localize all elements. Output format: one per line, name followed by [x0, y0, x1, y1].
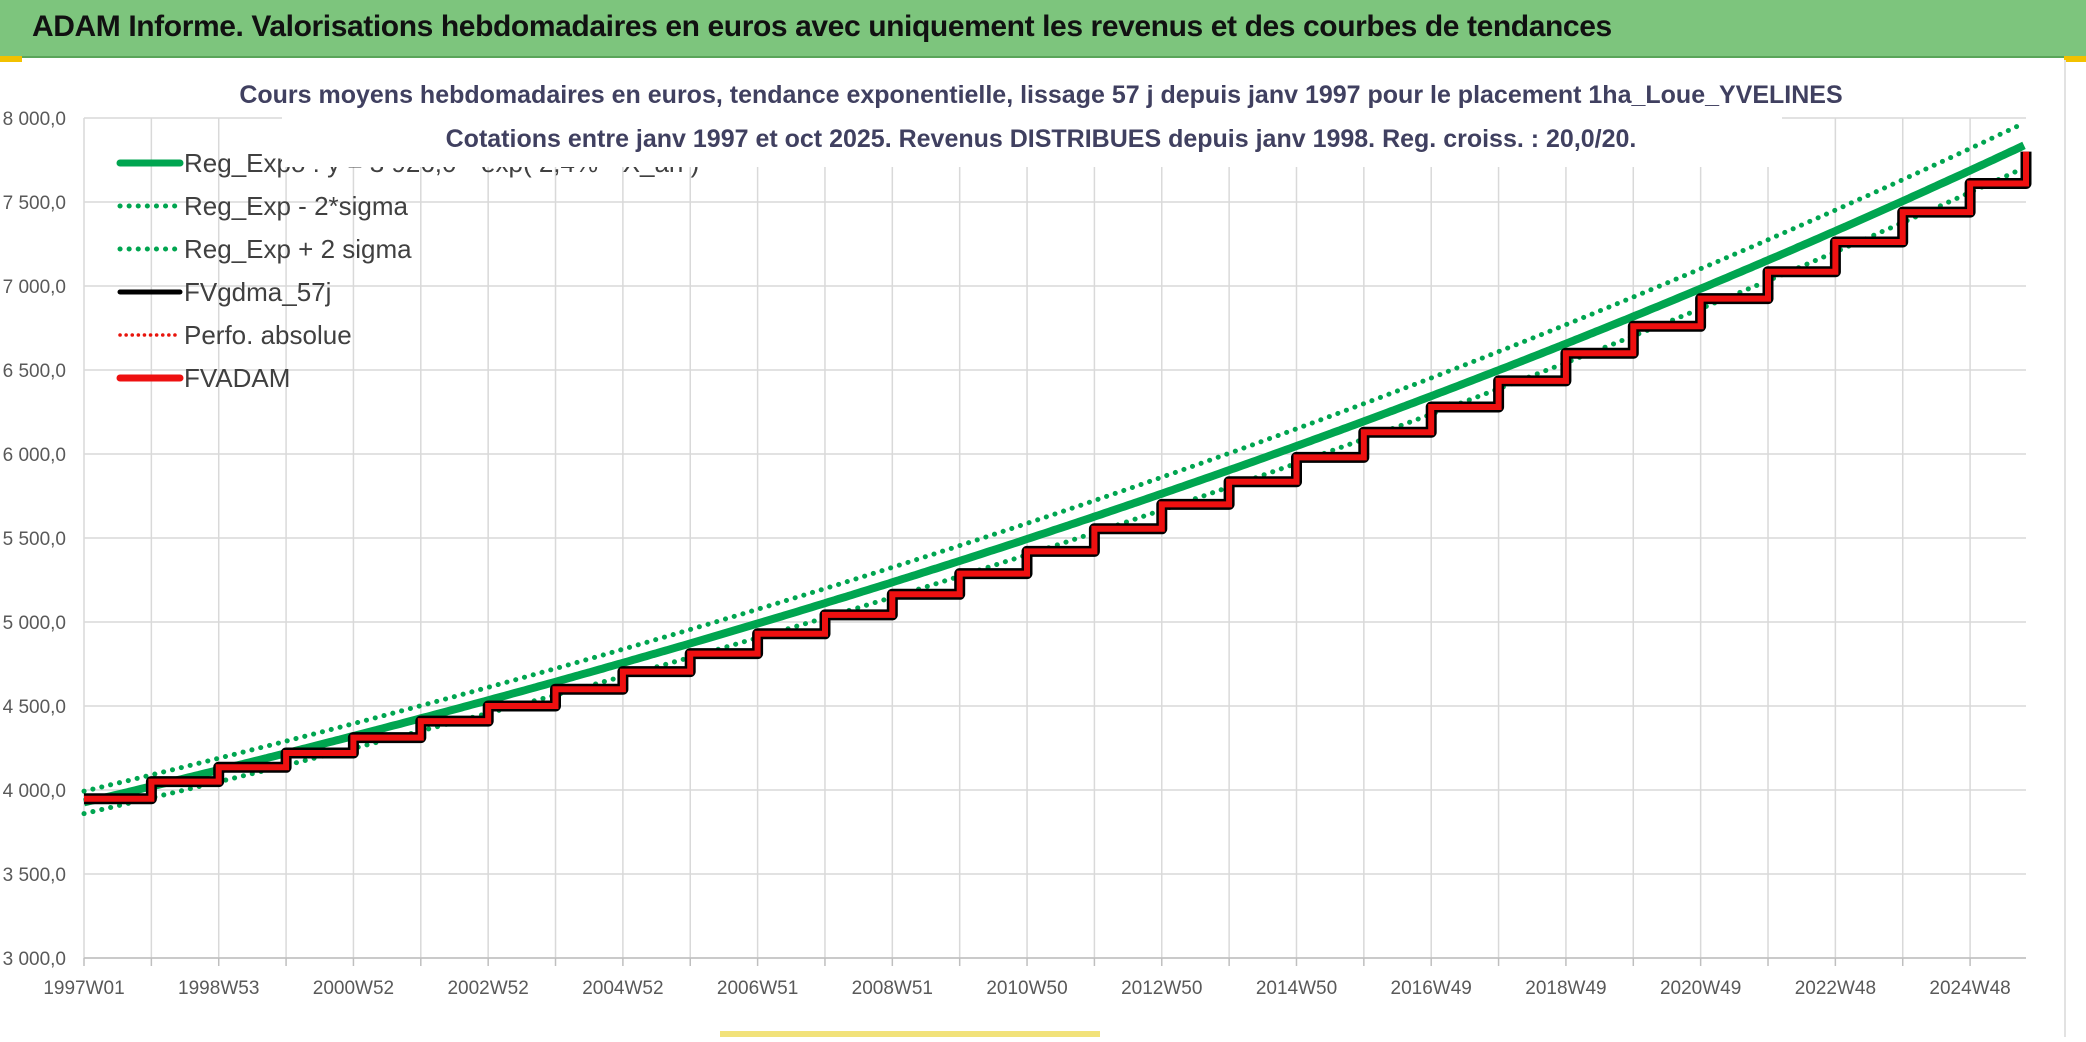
y-tick-label: 6 000,0 [3, 445, 66, 466]
legend-fvadam-label: FVADAM [184, 363, 290, 393]
right-edge [2064, 60, 2066, 1037]
chart-title-line2: Cotations entre janv 1997 et oct 2025. R… [446, 125, 1637, 153]
report-title: ADAM Informe. Valorisations hebdomadaire… [32, 10, 1612, 43]
legend-reg-exp-plus-label: Reg_Exp + 2 sigma [184, 234, 412, 264]
x-tick-label: 2012W50 [1121, 978, 1202, 999]
x-tick-label: 2000W52 [313, 978, 394, 999]
chart-svg: 3 000,0 3 500,0 4 000,0 4 500,0 5 000,0 5 500… [3, 63, 2032, 999]
reg-exp-plus-2sigma-line [81, 120, 2027, 794]
y-tick-label: 7 000,0 [3, 277, 66, 298]
y-tick-label: 4 000,0 [3, 781, 66, 802]
y-tick-label: 3 500,0 [3, 865, 66, 886]
x-tick-label: 2022W48 [1795, 978, 1876, 999]
y-tick-label: 8 000,0 [3, 109, 66, 130]
y-tick-label: 4 500,0 [3, 697, 66, 718]
x-tick-label: 1997W01 [43, 978, 124, 999]
chart-title-background [282, 63, 1782, 167]
chart-area: 3 000,0 3 500,0 4 000,0 4 500,0 5 000,0 5 500… [0, 60, 2086, 1037]
x-tick-label: 2006W51 [717, 978, 798, 999]
corner-mark-left [0, 56, 22, 62]
fvadam-line [84, 151, 2029, 802]
chart-title-line1: Cours moyens hebdomadaires en euros, ten… [239, 81, 1842, 109]
x-tick-label: 2024W48 [1929, 978, 2010, 999]
series-lines [81, 120, 2032, 817]
legend-perfo-absolue-label: Perfo. absolue [184, 320, 352, 350]
x-tick-label: 2004W52 [582, 978, 663, 999]
legend: Reg_Expo : y = 3 926,0 * exp( 2,4% * X_a… [116, 148, 699, 393]
y-tick-label: 5 500,0 [3, 529, 66, 550]
bottom-strip [720, 1031, 1100, 1037]
x-tick-label: 2014W50 [1256, 978, 1337, 999]
x-tick-label: 2010W50 [986, 978, 1067, 999]
y-axis-ticks: 3 000,0 3 500,0 4 000,0 4 500,0 5 000,0 5 500… [3, 109, 66, 970]
chart-title: Cours moyens hebdomadaires en euros, ten… [239, 63, 1843, 167]
report-banner: ADAM Informe. Valorisations hebdomadaire… [0, 0, 2086, 58]
y-tick-label: 7 500,0 [3, 193, 66, 214]
y-tick-label: 5 000,0 [3, 613, 66, 634]
x-axis-ticks: 1997W01 1998W53 2000W52 2002W52 2004W52 2006W… [43, 978, 2010, 999]
y-tick-label: 6 500,0 [3, 361, 66, 382]
y-tick-label: 3 000,0 [3, 949, 66, 970]
x-tick-label: 2008W51 [852, 978, 933, 999]
legend-reg-exp-minus-label: Reg_Exp - 2*sigma [184, 191, 409, 221]
corner-mark-right [2064, 56, 2086, 62]
x-tick-label: 2018W49 [1525, 978, 1606, 999]
x-tick-label: 2002W52 [447, 978, 528, 999]
reg-expo-line [83, 141, 2026, 807]
x-tick-label: 2016W49 [1391, 978, 1472, 999]
x-tick-label: 1998W53 [178, 978, 259, 999]
x-tick-label: 2020W49 [1660, 978, 1741, 999]
legend-fvgdma-label: FVgdma_57j [184, 277, 331, 307]
